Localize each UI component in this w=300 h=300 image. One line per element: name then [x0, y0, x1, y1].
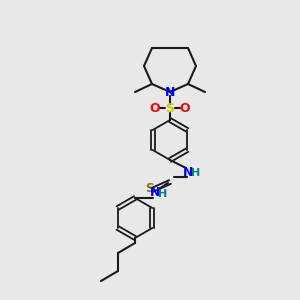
Text: N: N — [183, 166, 193, 178]
Text: O: O — [150, 101, 160, 115]
Text: H: H — [191, 168, 201, 178]
Text: S: S — [166, 101, 175, 115]
Text: O: O — [180, 101, 190, 115]
Text: H: H — [158, 189, 168, 199]
Text: S: S — [146, 182, 154, 196]
Text: N: N — [165, 85, 175, 98]
Text: N: N — [150, 187, 160, 200]
